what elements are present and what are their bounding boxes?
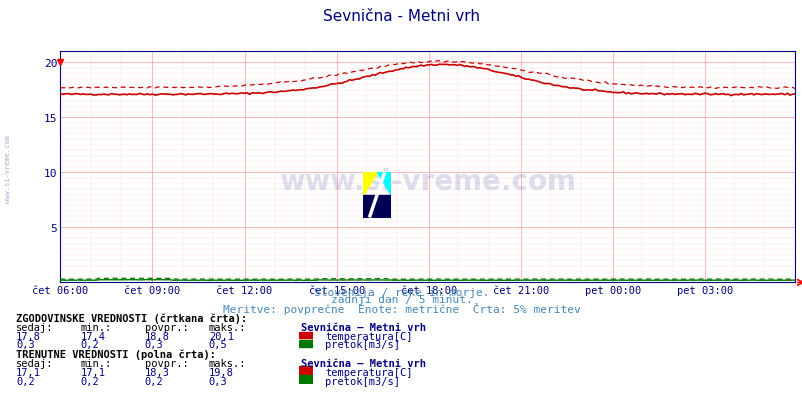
- Text: temperatura[C]: temperatura[C]: [325, 367, 412, 377]
- Text: 0,2: 0,2: [80, 376, 99, 386]
- Text: pretok[m3/s]: pretok[m3/s]: [325, 376, 399, 386]
- Text: 17,1: 17,1: [80, 367, 105, 377]
- Polygon shape: [377, 172, 391, 195]
- Text: Sevnična – Metni vrh: Sevnična – Metni vrh: [301, 322, 426, 332]
- Text: 17,4: 17,4: [80, 331, 105, 341]
- Bar: [298, 340, 313, 347]
- Text: ZGODOVINSKE VREDNOSTI (črtkana črta):: ZGODOVINSKE VREDNOSTI (črtkana črta):: [16, 313, 247, 323]
- Text: pretok[m3/s]: pretok[m3/s]: [325, 340, 399, 350]
- Text: 0,2: 0,2: [80, 340, 99, 350]
- Bar: [298, 332, 313, 338]
- Bar: [298, 375, 313, 383]
- Bar: [298, 367, 313, 375]
- Text: 0,2: 0,2: [16, 376, 34, 386]
- Text: www.si-vreme.com: www.si-vreme.com: [5, 134, 11, 203]
- Text: Sevnična - Metni vrh: Sevnična - Metni vrh: [322, 9, 480, 24]
- Text: 17,1: 17,1: [16, 367, 41, 377]
- Text: povpr.:: povpr.:: [144, 358, 188, 368]
- Text: 0,3: 0,3: [16, 340, 34, 350]
- Text: www.si-vreme.com: www.si-vreme.com: [279, 167, 575, 195]
- Text: Slovenija / reke in morje.: Slovenija / reke in morje.: [314, 288, 488, 298]
- Text: 18,3: 18,3: [144, 367, 169, 377]
- Text: Sevnična – Metni vrh: Sevnična – Metni vrh: [301, 358, 426, 368]
- Text: TRENUTNE VREDNOSTI (polna črta):: TRENUTNE VREDNOSTI (polna črta):: [16, 349, 216, 359]
- Text: min.:: min.:: [80, 358, 111, 368]
- Text: temperatura[C]: temperatura[C]: [325, 331, 412, 341]
- Text: 0,3: 0,3: [144, 340, 163, 350]
- Polygon shape: [363, 172, 377, 195]
- Text: povpr.:: povpr.:: [144, 322, 188, 332]
- Text: 0,3: 0,3: [209, 376, 227, 386]
- Text: 18,8: 18,8: [144, 331, 169, 341]
- Text: 20,1: 20,1: [209, 331, 233, 341]
- Text: 19,8: 19,8: [209, 367, 233, 377]
- Text: 0,2: 0,2: [144, 376, 163, 386]
- Text: Meritve: povprečne  Enote: metrične  Črta: 5% meritev: Meritve: povprečne Enote: metrične Črta:…: [222, 302, 580, 314]
- Text: maks.:: maks.:: [209, 358, 246, 368]
- Text: min.:: min.:: [80, 322, 111, 332]
- Text: sedaj:: sedaj:: [16, 358, 54, 368]
- Text: 0,5: 0,5: [209, 340, 227, 350]
- Text: maks.:: maks.:: [209, 322, 246, 332]
- Text: zadnji dan / 5 minut.: zadnji dan / 5 minut.: [330, 295, 472, 305]
- Text: 17,8: 17,8: [16, 331, 41, 341]
- Text: sedaj:: sedaj:: [16, 322, 54, 332]
- Polygon shape: [363, 195, 391, 219]
